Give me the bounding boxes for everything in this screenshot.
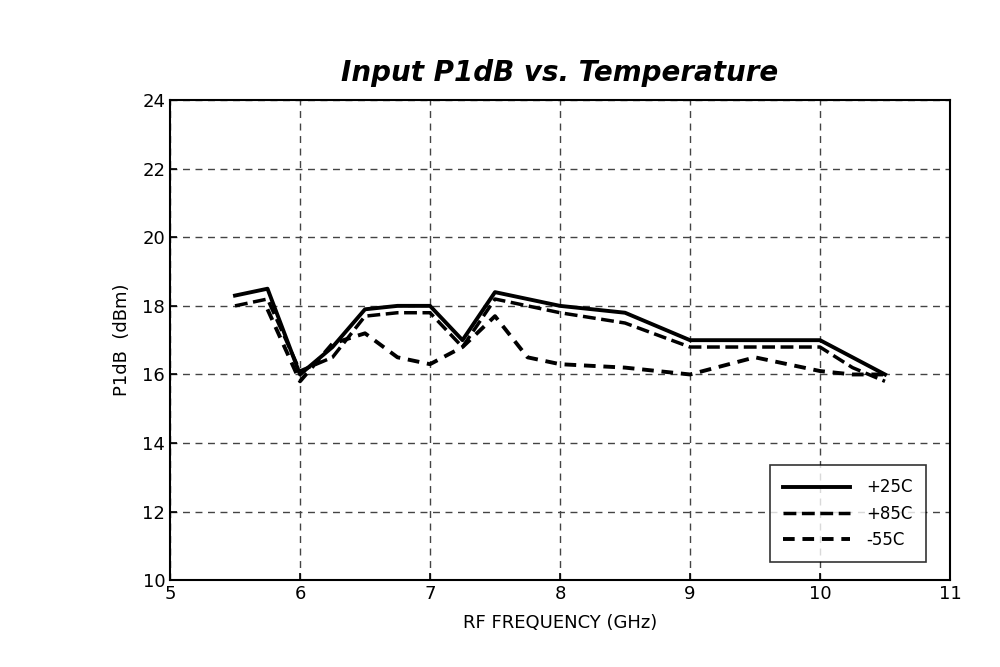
- -55C: [262, 305, 274, 313]
- +25C: [327, 343, 339, 351]
- +85C: [359, 312, 371, 320]
- +25C: [489, 288, 501, 296]
- X-axis label: RF FREQUENCY (GHz): RF FREQUENCY (GHz): [463, 614, 657, 632]
- -55C: [522, 354, 534, 362]
- +85C: [392, 309, 404, 317]
- -55C: [359, 329, 371, 338]
- -55C: [392, 354, 404, 362]
- +25C: [262, 285, 274, 293]
- -55C: [294, 378, 306, 386]
- +85C: [489, 295, 501, 303]
- -55C: [424, 360, 436, 368]
- +25C: [359, 305, 371, 313]
- Legend: +25C, +85C, -55C: +25C, +85C, -55C: [770, 465, 926, 562]
- +25C: [457, 336, 469, 344]
- +85C: [457, 343, 469, 351]
- +25C: [554, 302, 566, 310]
- +25C: [229, 291, 241, 299]
- +85C: [749, 343, 761, 351]
- +85C: [619, 319, 631, 327]
- -55C: [684, 370, 696, 378]
- +25C: [814, 336, 826, 344]
- +25C: [879, 370, 891, 378]
- -55C: [879, 370, 891, 378]
- +85C: [847, 364, 859, 372]
- -55C: [327, 340, 339, 348]
- -55C: [619, 364, 631, 372]
- +85C: [424, 309, 436, 317]
- +85C: [684, 343, 696, 351]
- Line: +85C: +85C: [235, 299, 885, 382]
- +25C: [619, 309, 631, 317]
- -55C: [814, 367, 826, 375]
- Y-axis label: P1dB  (dBm): P1dB (dBm): [113, 284, 131, 396]
- +85C: [814, 343, 826, 351]
- -55C: [457, 343, 469, 351]
- +25C: [392, 302, 404, 310]
- +85C: [294, 367, 306, 375]
- +85C: [262, 295, 274, 303]
- +85C: [879, 378, 891, 386]
- +85C: [327, 354, 339, 362]
- -55C: [489, 312, 501, 320]
- Line: +25C: +25C: [235, 289, 885, 374]
- +25C: [684, 336, 696, 344]
- +25C: [294, 370, 306, 378]
- +25C: [749, 336, 761, 344]
- Title: Input P1dB vs. Temperature: Input P1dB vs. Temperature: [341, 59, 779, 87]
- +25C: [847, 354, 859, 362]
- -55C: [847, 370, 859, 378]
- +85C: [554, 309, 566, 317]
- +85C: [522, 302, 534, 310]
- Line: -55C: -55C: [268, 309, 885, 382]
- +25C: [522, 295, 534, 303]
- -55C: [554, 360, 566, 368]
- +25C: [424, 302, 436, 310]
- +85C: [229, 302, 241, 310]
- -55C: [749, 354, 761, 362]
